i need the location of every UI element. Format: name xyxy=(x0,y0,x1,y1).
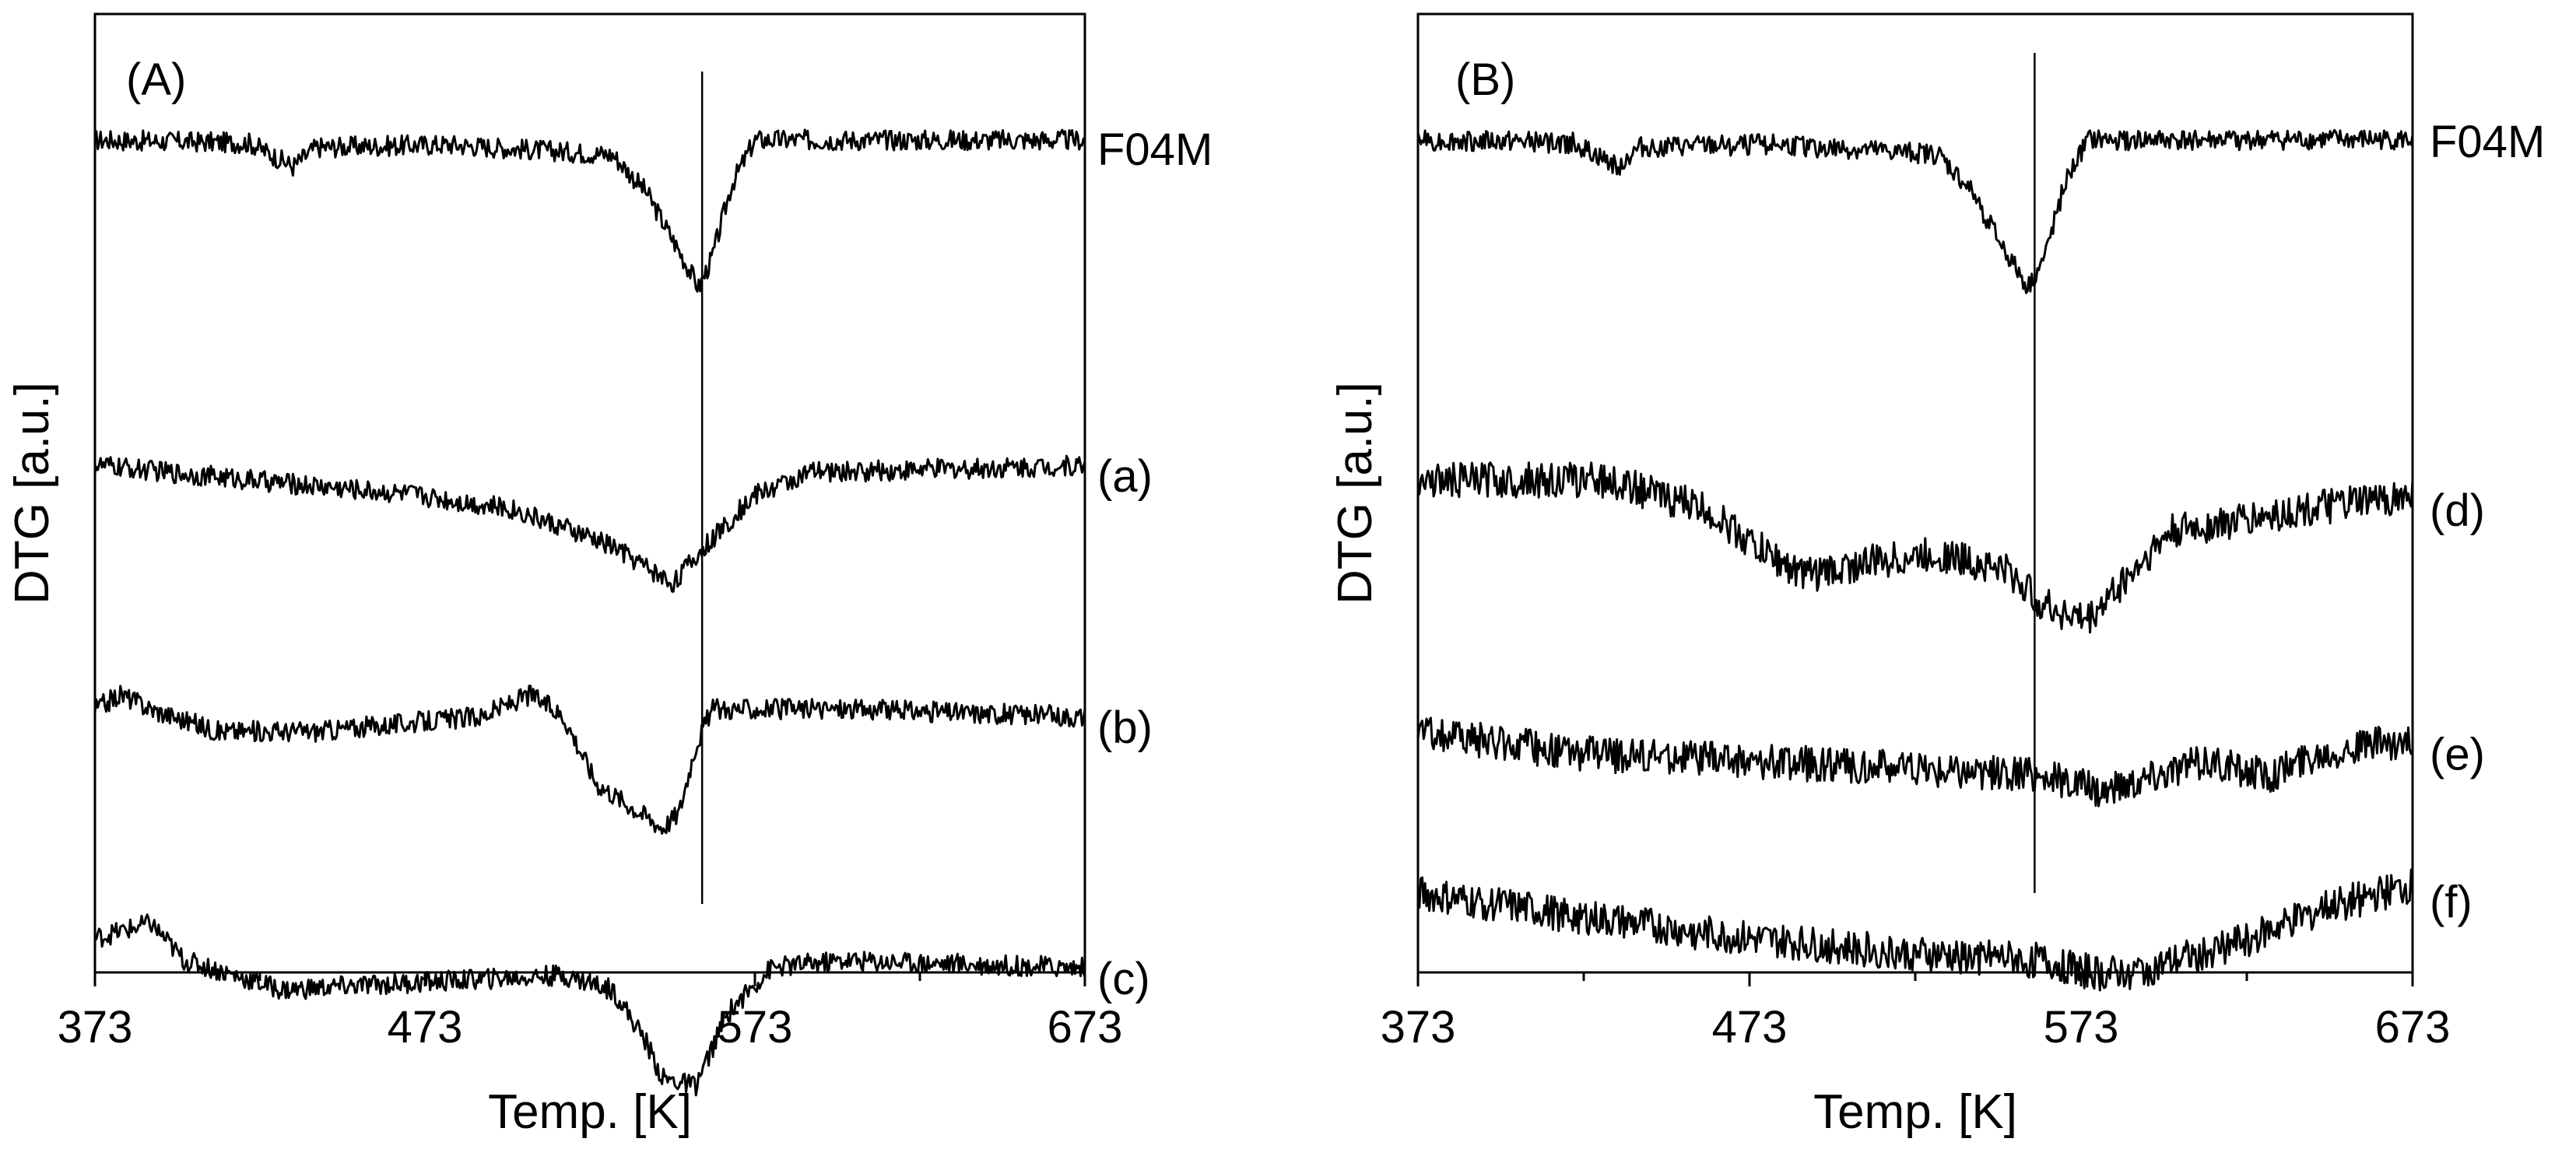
panel-a-frame xyxy=(93,12,1086,974)
series-line xyxy=(93,454,1086,593)
x-tick-label: 473 xyxy=(1712,1002,1788,1053)
x-tick-label: 573 xyxy=(2044,1002,2119,1053)
series-line xyxy=(93,685,1086,835)
series-label: (c) xyxy=(1097,954,1150,1004)
series-label: (a) xyxy=(1097,451,1153,502)
series-label: (d) xyxy=(2430,485,2485,536)
panel-b-ylabel: DTG [a.u.] xyxy=(1328,382,1382,604)
series-label: (e) xyxy=(2430,730,2485,780)
series-line xyxy=(94,128,1086,293)
series-line xyxy=(1416,128,2414,295)
panel-a-label: (A) xyxy=(126,54,186,105)
panel-b-tick-labels: 373 473 573 673 xyxy=(1381,1002,2451,1053)
series-label: F04M xyxy=(2430,117,2545,167)
series-line xyxy=(1416,461,2414,634)
panel-b: (B) DTG [a.u.] Temp. [K] 373 473 573 673 F0… xyxy=(1328,12,2545,1139)
panel-b-series-labels: F04M (d) (e) (f) xyxy=(2430,117,2545,928)
panel-b-label: (B) xyxy=(1455,54,1515,105)
x-tick-label: 573 xyxy=(718,1002,793,1053)
panel-b-series xyxy=(1416,128,2414,992)
panel-a-series xyxy=(93,128,1086,1097)
panel-a: (A) DTG [a.u.] Temp. [K] 373 473 573 673 F0… xyxy=(5,12,1213,1139)
panel-a-ylabel: DTG [a.u.] xyxy=(5,382,59,604)
series-label: F04M xyxy=(1097,124,1213,175)
series-label: (b) xyxy=(1097,702,1153,753)
series-line xyxy=(93,913,1086,1097)
panel-b-xlabel: Temp. [K] xyxy=(1813,1085,2017,1139)
panel-a-tick-labels: 373 473 573 673 xyxy=(58,1002,1123,1053)
series-line xyxy=(1416,868,2414,992)
x-tick-label: 473 xyxy=(388,1002,463,1053)
x-tick-label: 373 xyxy=(1381,1002,1456,1053)
panel-a-xlabel: Temp. [K] xyxy=(488,1085,692,1139)
x-tick-label: 673 xyxy=(1048,1002,1123,1053)
panel-a-series-labels: F04M (a) (b) (c) xyxy=(1097,124,1213,1004)
series-line xyxy=(1416,716,2413,807)
panel-b-ticks xyxy=(1416,972,2414,986)
series-label: (f) xyxy=(2430,878,2472,928)
x-tick-label: 673 xyxy=(2375,1002,2451,1053)
x-tick-label: 373 xyxy=(58,1002,133,1053)
